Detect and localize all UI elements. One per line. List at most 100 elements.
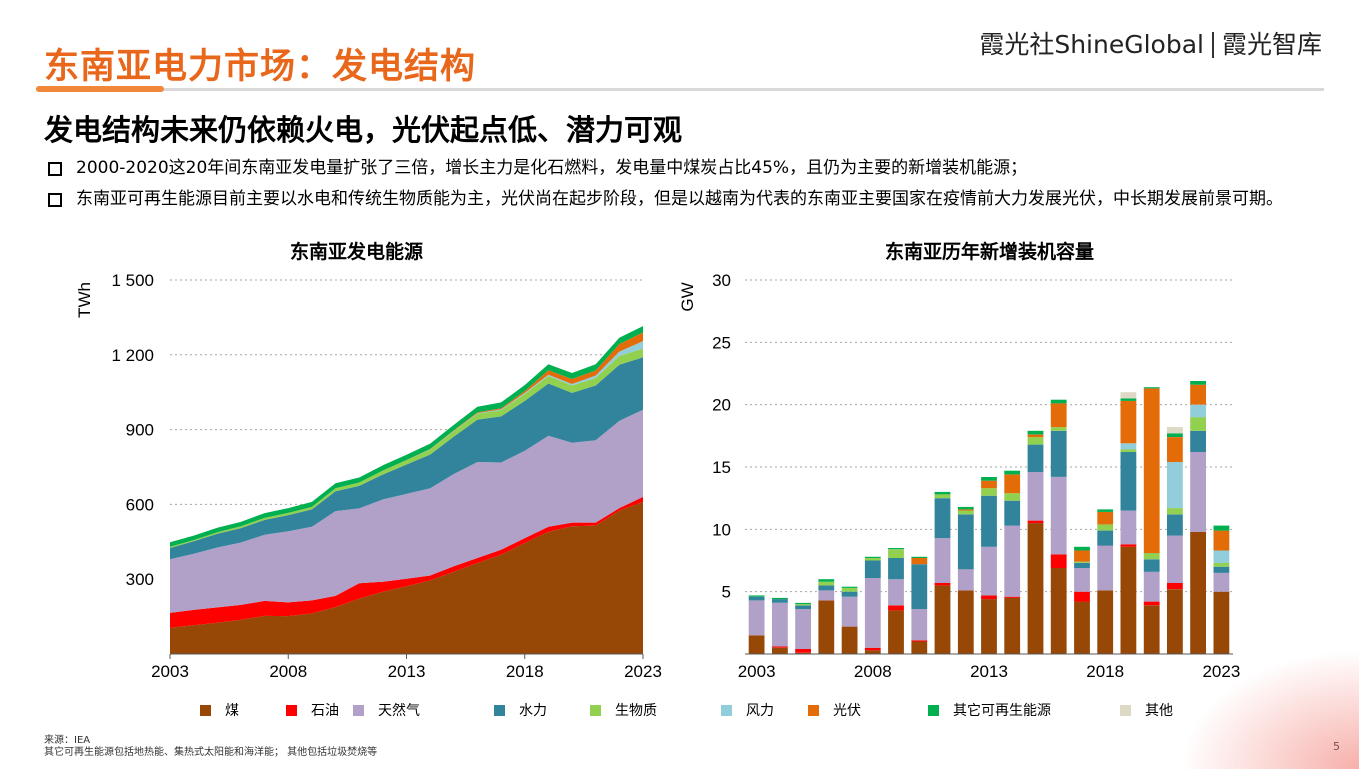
bar-segment-水力 <box>1050 430 1067 477</box>
title-divider <box>36 88 1324 91</box>
bar-stack-2005 <box>795 602 811 654</box>
legend-swatch <box>808 704 819 716</box>
bar-segment-石油 <box>1027 520 1044 524</box>
bar-ytick-label: 15 <box>712 458 731 477</box>
bar-segment-光伏 <box>1050 403 1067 428</box>
bar-segment-煤 <box>1097 590 1114 654</box>
area-ytick-label: 1 500 <box>111 271 154 290</box>
bar-chart-ylabel: GW <box>678 282 697 311</box>
legend-label: 生物质 <box>615 703 657 719</box>
bar-segment-其它可再生能源 <box>1143 387 1160 389</box>
bar-xtick-label: 2003 <box>738 662 776 681</box>
bar-xtick-label: 2018 <box>1086 662 1124 681</box>
bar-segment-天然气 <box>1143 571 1160 602</box>
legend-label: 其它可再生能源 <box>953 703 1051 719</box>
footnote: 来源：IEA 其它可再生能源包括地热能、集热式太阳能和海洋能； 其他包括垃圾焚烧… <box>44 735 377 759</box>
bar-segment-天然气 <box>1167 535 1183 583</box>
bar-stack-2012 <box>957 506 974 654</box>
bar-segment-水力 <box>1167 514 1183 536</box>
area-ytick-label: 300 <box>126 570 154 589</box>
brand-name-en: ShineGlobal <box>1054 30 1204 59</box>
legend-item: 其它可再生能源 <box>928 700 1051 720</box>
bar-segment-天然气 <box>1004 525 1021 597</box>
bar-segment-水力 <box>818 585 835 591</box>
source-note: 来源：IEA <box>44 735 91 746</box>
area-series-其他 <box>170 326 643 543</box>
bar-segment-其它可再生能源 <box>981 477 997 481</box>
bar-segment-天然气 <box>795 609 811 649</box>
bar-segment-风力 <box>1120 443 1137 450</box>
bar-segment-水力 <box>911 564 928 610</box>
bullet-item: 2000-2020这20年间东南亚发电量扩张了三倍，增长主力是化石燃料，发电量中… <box>46 155 1316 181</box>
area-xtick-label: 2003 <box>151 662 189 681</box>
bar-segment-其它可再生能源 <box>841 586 858 588</box>
title-accent-bar <box>36 86 164 92</box>
bar-segment-天然气 <box>1074 568 1090 592</box>
bar-segment-石油 <box>795 649 811 653</box>
legend-item: 水力 <box>494 700 547 720</box>
bar-stack-2023 <box>1213 525 1230 654</box>
legend-label: 水力 <box>519 703 547 719</box>
bar-segment-石油 <box>1004 596 1021 598</box>
legend-item: 其他 <box>1120 700 1173 720</box>
bar-xtick-label: 2008 <box>854 662 892 681</box>
bar-stack-2010 <box>911 556 928 654</box>
bar-segment-光伏 <box>1167 437 1183 462</box>
legend-item: 生物质 <box>590 700 657 720</box>
bar-segment-其它可再生能源 <box>748 595 765 597</box>
area-series-天然气 <box>170 409 643 613</box>
bar-segment-生物质 <box>1120 449 1137 452</box>
legend-item: 风力 <box>721 700 774 720</box>
bar-segment-生物质 <box>934 494 951 499</box>
bar-segment-光伏 <box>1190 384 1206 405</box>
bar-segment-天然气 <box>841 596 858 627</box>
legend-label: 风力 <box>746 703 774 719</box>
bar-segment-光伏 <box>1027 434 1044 438</box>
bar-stack-2004 <box>772 597 788 654</box>
bar-segment-煤 <box>1213 591 1230 654</box>
bar-segment-生物质 <box>981 488 997 496</box>
bullet-box-icon <box>48 162 62 176</box>
bar-segment-天然气 <box>934 538 951 583</box>
bar-segment-煤 <box>1027 523 1044 654</box>
bar-segment-其它可再生能源 <box>1027 430 1044 435</box>
bar-segment-其它可再生能源 <box>1213 525 1230 531</box>
bar-segment-天然气 <box>1190 452 1206 532</box>
bar-segment-其它可再生能源 <box>1120 398 1137 401</box>
area-ytick-label: 600 <box>126 495 154 514</box>
bar-stack-2020 <box>1143 387 1160 654</box>
bar-segment-其它可再生能源 <box>818 579 835 582</box>
area-xtick-label: 2018 <box>506 662 544 681</box>
bar-stack-2015 <box>1027 430 1044 654</box>
bar-stack-2018 <box>1097 509 1114 654</box>
bullet-text: 2000-2020这20年间东南亚发电量扩张了三倍，增长主力是化石燃料，发电量中… <box>76 158 1028 178</box>
bar-segment-煤 <box>1143 605 1160 654</box>
legend-swatch <box>928 704 939 716</box>
bullet-text: 东南亚可再生能源目前主要以水电和传统生物质能为主，光伏尚在起步阶段，但是以越南为… <box>76 189 1283 209</box>
bar-segment-煤 <box>981 599 997 654</box>
bar-segment-其他 <box>1167 427 1183 434</box>
bar-segment-其它可再生能源 <box>1074 546 1090 551</box>
bar-segment-其它可再生能源 <box>864 556 881 558</box>
area-series-石油 <box>170 496 643 628</box>
bar-segment-生物质 <box>1027 437 1044 445</box>
bar-segment-其它可再生能源 <box>772 597 788 600</box>
bar-segment-煤 <box>888 610 904 654</box>
brand-name-cn: 霞光社 <box>979 30 1055 59</box>
bar-segment-水力 <box>1190 430 1206 452</box>
bar-stack-2022 <box>1190 381 1206 654</box>
bar-stack-2011 <box>934 491 951 654</box>
bar-stack-2009 <box>888 548 904 654</box>
bar-segment-其它可再生能源 <box>888 548 904 550</box>
area-ytick-label: 900 <box>126 421 154 440</box>
bar-segment-煤 <box>864 650 881 654</box>
area-chart-title: 东南亚发电能源 <box>290 241 424 263</box>
legend-item: 光伏 <box>808 700 861 720</box>
bar-segment-其它可再生能源 <box>957 506 974 510</box>
legend-label: 光伏 <box>833 703 861 719</box>
area-series-其它可再生能源 <box>170 326 643 547</box>
bar-stack-2016 <box>1050 399 1067 654</box>
bar-segment-煤 <box>818 600 835 654</box>
bar-segment-生物质 <box>1167 508 1183 515</box>
area-xtick-label: 2013 <box>388 662 426 681</box>
